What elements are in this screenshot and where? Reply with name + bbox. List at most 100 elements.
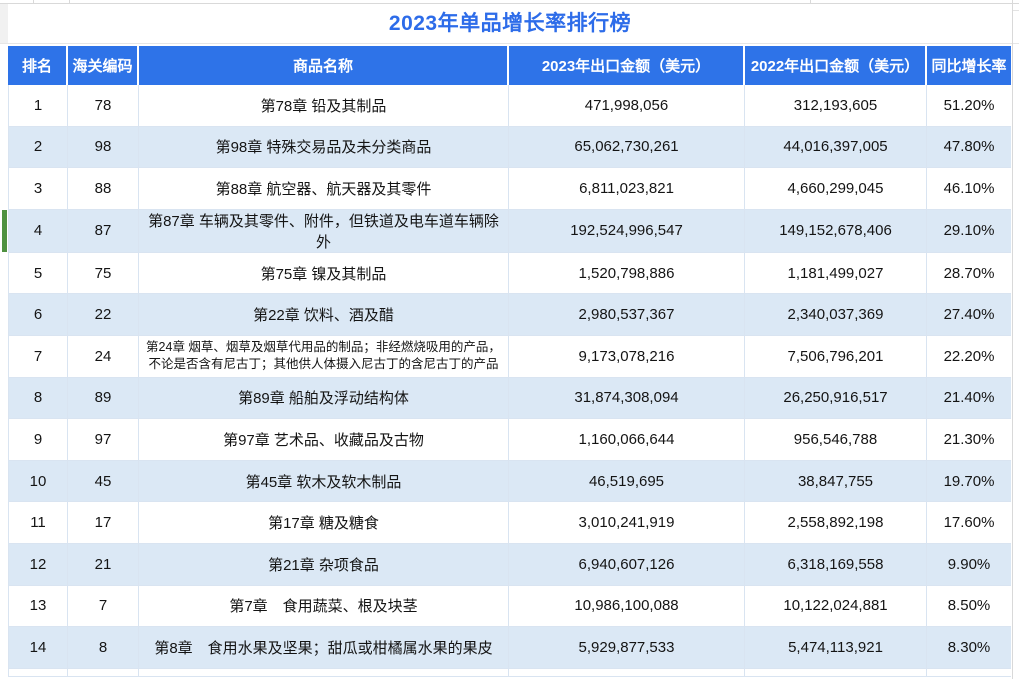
table-cell[interactable]: 第78章 铅及其制品	[139, 85, 509, 127]
table-cell[interactable]: 第98章 特殊交易品及未分类商品	[139, 126, 509, 169]
table-cell[interactable]: 26,250,916,517	[745, 377, 927, 420]
table-cell[interactable]: 14	[8, 627, 68, 669]
table-cell[interactable]: 第89章 船舶及浮动结构体	[139, 377, 509, 420]
table-cell[interactable]: 8.30%	[927, 627, 1011, 669]
table-cell[interactable]: 46.10%	[927, 168, 1011, 210]
table-cell[interactable]: 8	[8, 377, 68, 420]
table-cell[interactable]: 第22章 饮料、酒及醋	[139, 294, 509, 336]
table-cell[interactable]: 17	[68, 502, 139, 544]
table-cell[interactable]: 29.10%	[927, 209, 1011, 253]
table-cell[interactable]	[509, 668, 745, 677]
table-cell[interactable]: 第21章 杂项食品	[139, 543, 509, 586]
table-cell[interactable]: 97	[68, 419, 139, 461]
table-cell[interactable]: 312,193,605	[745, 85, 927, 127]
table-cell[interactable]: 17.60%	[927, 502, 1011, 544]
table-cell[interactable]: 149,152,678,406	[745, 209, 927, 253]
table-cell[interactable]: 956,546,788	[745, 419, 927, 461]
table-cell[interactable]: 5,474,113,921	[745, 627, 927, 669]
column-header[interactable]: 商品名称	[139, 46, 509, 85]
column-header[interactable]: 同比增长率	[927, 46, 1011, 85]
table-cell[interactable]: 3	[8, 168, 68, 210]
table-cell[interactable]: 21.30%	[927, 419, 1011, 461]
table-cell[interactable]: 第45章 软木及软木制品	[139, 460, 509, 503]
table-cell[interactable]: 第87章 车辆及其零件、附件，但铁道及电车道车辆除外	[139, 209, 509, 253]
table-cell[interactable]: 13	[8, 585, 68, 628]
table-cell[interactable]: 88	[68, 168, 139, 210]
table-cell[interactable]: 10,122,024,881	[745, 585, 927, 628]
table-cell[interactable]: 7	[68, 585, 139, 628]
table-cell[interactable]: 192,524,996,547	[509, 209, 745, 253]
table-cell[interactable]: 1,160,066,644	[509, 419, 745, 461]
table-cell[interactable]: 47.80%	[927, 126, 1011, 169]
table-cell[interactable]: 7,506,796,201	[745, 335, 927, 378]
table-cell[interactable]: 22.20%	[927, 335, 1011, 378]
table-cell[interactable]: 2,340,037,369	[745, 294, 927, 336]
table-cell[interactable]: 9,173,078,216	[509, 335, 745, 378]
table-cell[interactable]: 5,929,877,533	[509, 627, 745, 669]
column-header[interactable]: 海关编码	[68, 46, 139, 85]
table-cell[interactable]: 10	[8, 460, 68, 503]
table-cell[interactable]: 9	[8, 419, 68, 461]
table-cell[interactable]: 4,660,299,045	[745, 168, 927, 210]
table-cell[interactable]: 1	[8, 85, 68, 127]
table-cell[interactable]: 3,010,241,919	[509, 502, 745, 544]
table-cell[interactable]: 78	[68, 85, 139, 127]
table-cell[interactable]: 8.50%	[927, 585, 1011, 628]
table-cell[interactable]: 21	[68, 543, 139, 586]
table-cell[interactable]: 98	[68, 126, 139, 169]
table-cell[interactable]: 46,519,695	[509, 460, 745, 503]
table-cell[interactable]	[8, 668, 68, 677]
table-cell[interactable]: 65,062,730,261	[509, 126, 745, 169]
table-cell[interactable]: 8	[68, 627, 139, 669]
table-cell[interactable]: 第24章 烟草、烟草及烟草代用品的制品；非经燃烧吸用的产品，不论是否含有尼古丁；…	[139, 335, 509, 378]
table-cell[interactable]: 75	[68, 252, 139, 295]
table-cell[interactable]	[927, 668, 1011, 677]
table-cell[interactable]: 27.40%	[927, 294, 1011, 336]
table-cell[interactable]: 第88章 航空器、航天器及其零件	[139, 168, 509, 210]
table-cell[interactable]: 28.70%	[927, 252, 1011, 295]
table-cell[interactable]: 11	[8, 502, 68, 544]
table-cell[interactable]: 5	[8, 252, 68, 295]
table-cell[interactable]: 51.20%	[927, 85, 1011, 127]
table-cell[interactable]: 2,558,892,198	[745, 502, 927, 544]
table-cell[interactable]: 6,940,607,126	[509, 543, 745, 586]
table-cell[interactable]: 第7章 食用蔬菜、根及块茎	[139, 585, 509, 628]
gridline-stub	[1013, 10, 1019, 11]
table-cell[interactable]: 第75章 镍及其制品	[139, 252, 509, 295]
column-header[interactable]: 2023年出口金额（美元）	[509, 46, 745, 85]
gridline-stub	[810, 0, 811, 3]
table-cell[interactable]: 第17章 糖及糖食	[139, 502, 509, 544]
table-cell[interactable]: 第8章 食用水果及坚果；甜瓜或柑橘属水果的果皮	[139, 627, 509, 669]
table-cell[interactable]: 44,016,397,005	[745, 126, 927, 169]
table-cell[interactable]: 10,986,100,088	[509, 585, 745, 628]
page-title[interactable]: 2023年单品增长率排行榜	[388, 12, 632, 35]
table-cell[interactable]: 19.70%	[927, 460, 1011, 503]
table-cell[interactable]: 89	[68, 377, 139, 420]
column-header[interactable]: 2022年出口金额（美元）	[745, 46, 927, 85]
table-cell[interactable]: 2	[8, 126, 68, 169]
column-header[interactable]: 排名	[8, 46, 68, 85]
table-cell[interactable]: 2,980,537,367	[509, 294, 745, 336]
table-cell[interactable]: 7	[8, 335, 68, 378]
table-cell[interactable]: 471,998,056	[509, 85, 745, 127]
table-cell[interactable]: 1,181,499,027	[745, 252, 927, 295]
table-cell[interactable]: 9.90%	[927, 543, 1011, 586]
table-cell[interactable]	[68, 668, 139, 677]
table-cell[interactable]: 24	[68, 335, 139, 378]
table-cell[interactable]: 1,520,798,886	[509, 252, 745, 295]
table-cell[interactable]: 38,847,755	[745, 460, 927, 503]
table-cell[interactable]: 87	[68, 209, 139, 253]
table-cell[interactable]: 6,811,023,821	[509, 168, 745, 210]
table-cell[interactable]	[745, 668, 927, 677]
table-cell[interactable]: 45	[68, 460, 139, 503]
table-cell[interactable]	[139, 668, 509, 677]
table-cell[interactable]: 31,874,308,094	[509, 377, 745, 420]
table-cell[interactable]: 22	[68, 294, 139, 336]
header-row: 排名 海关编码 商品名称 2023年出口金额（美元） 2022年出口金额（美元） 同比增长…	[8, 46, 1011, 85]
table-cell[interactable]: 12	[8, 543, 68, 586]
table-cell[interactable]: 6	[8, 294, 68, 336]
table-cell[interactable]: 第97章 艺术品、收藏品及古物	[139, 419, 509, 461]
table-cell[interactable]: 21.40%	[927, 377, 1011, 420]
table-cell[interactable]: 4	[8, 209, 68, 253]
table-cell[interactable]: 6,318,169,558	[745, 543, 927, 586]
